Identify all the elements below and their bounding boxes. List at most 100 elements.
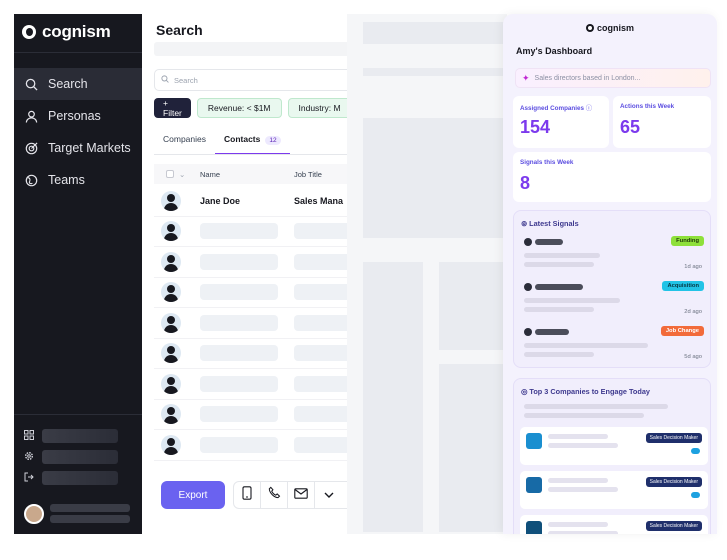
person-avatar-icon bbox=[161, 312, 181, 333]
table-row[interactable] bbox=[154, 430, 347, 461]
filter-chip-revenue[interactable]: Revenue: < $1M bbox=[196, 98, 282, 118]
sidebar-apps-row[interactable] bbox=[24, 427, 118, 445]
placeholder-bar bbox=[535, 284, 583, 290]
mail-icon bbox=[294, 486, 308, 504]
tab-contacts[interactable]: Contacts 12 bbox=[215, 132, 290, 155]
company-item[interactable]: Sales Decision Maker bbox=[520, 427, 708, 465]
placeholder-cell bbox=[294, 253, 347, 270]
placeholder-block bbox=[439, 262, 507, 350]
sidebar-item-label: Search bbox=[48, 77, 88, 91]
placeholder-bar bbox=[548, 531, 618, 534]
table-row[interactable] bbox=[154, 339, 347, 369]
dashboard-brand-name: cognism bbox=[596, 23, 634, 33]
top-companies-card: ◎ Top 3 Companies to Engage Today Sales … bbox=[513, 378, 711, 534]
company-dot-icon bbox=[524, 283, 532, 291]
persona-tag: Sales Decision Maker bbox=[645, 521, 702, 531]
mobile-action-button[interactable] bbox=[234, 481, 261, 509]
chevron-down-icon bbox=[324, 486, 334, 504]
sparkle-icon: ✦ bbox=[522, 72, 530, 83]
person-avatar-icon bbox=[161, 434, 181, 455]
placeholder-cell bbox=[294, 436, 347, 453]
signal-item[interactable]: Job Change 5d ago bbox=[520, 323, 708, 365]
placeholder-bar bbox=[524, 307, 594, 312]
column-header-job-title[interactable]: Job Title bbox=[294, 169, 322, 179]
column-header-name[interactable]: Name bbox=[200, 169, 221, 179]
salesforce-icon bbox=[691, 448, 700, 454]
export-button[interactable]: Export bbox=[161, 481, 225, 509]
salesforce-icon bbox=[691, 492, 700, 498]
signal-item[interactable]: Funding 1d ago bbox=[520, 233, 708, 275]
tab-label: Companies bbox=[163, 134, 206, 144]
placeholder-bar bbox=[524, 343, 648, 348]
search-icon bbox=[161, 75, 169, 85]
table-row[interactable] bbox=[154, 247, 347, 278]
add-filter-button[interactable]: + Filter bbox=[154, 98, 191, 118]
table-row[interactable]: Jane Doe Sales Mana bbox=[154, 186, 347, 217]
company-logo-icon bbox=[526, 477, 542, 493]
tab-companies[interactable]: Companies bbox=[154, 132, 215, 155]
placeholder-bar bbox=[535, 329, 569, 335]
table-row[interactable] bbox=[154, 217, 347, 247]
placeholder-cell bbox=[200, 345, 278, 362]
placeholder-bar bbox=[548, 434, 608, 439]
sidebar-item-personas[interactable]: Personas bbox=[14, 100, 142, 132]
placeholder-block bbox=[363, 68, 507, 76]
search-input[interactable]: Search bbox=[154, 69, 347, 91]
placeholder-bar bbox=[535, 239, 563, 245]
dashboard-panel: cognism Amy's Dashboard ✦ Sales director… bbox=[503, 14, 717, 534]
contacts-table: Jane Doe Sales Mana bbox=[154, 186, 347, 461]
table-row[interactable] bbox=[154, 369, 347, 400]
stat-card-assigned-companies[interactable]: Assigned Companies ⓘ 154 bbox=[513, 96, 609, 148]
sidebar-item-target-markets[interactable]: Target Markets bbox=[14, 132, 142, 164]
stat-card-signals[interactable]: Signals this Week 8 bbox=[513, 152, 711, 202]
placeholder-bar bbox=[154, 42, 347, 56]
company-logo-icon bbox=[526, 433, 542, 449]
stat-value: 65 bbox=[620, 117, 641, 137]
signal-badge: Funding bbox=[671, 236, 704, 246]
signal-item[interactable]: Acquisition 2d ago bbox=[520, 278, 708, 320]
sidebar: cognism Search Personas Target Markets bbox=[14, 14, 142, 534]
person-avatar-icon bbox=[161, 343, 181, 364]
placeholder-bar bbox=[524, 413, 644, 418]
placeholder-bar bbox=[548, 522, 608, 527]
filter-chip-industry[interactable]: Industry: M bbox=[287, 98, 347, 118]
page-title: Search bbox=[156, 22, 203, 38]
brand-logo[interactable]: cognism bbox=[22, 22, 111, 42]
contact-name[interactable]: Jane Doe bbox=[200, 195, 241, 206]
table-row[interactable] bbox=[154, 308, 347, 339]
placeholder-block bbox=[363, 22, 507, 44]
stat-card-actions[interactable]: Actions this Week 65 bbox=[613, 96, 711, 148]
target-icon bbox=[24, 141, 38, 155]
person-avatar-icon bbox=[161, 404, 181, 425]
search-icon bbox=[24, 77, 38, 91]
placeholder-cell bbox=[200, 314, 278, 331]
email-action-button[interactable] bbox=[288, 481, 315, 509]
table-row[interactable] bbox=[154, 278, 347, 308]
divider bbox=[14, 52, 142, 53]
checkbox bbox=[166, 170, 174, 178]
sidebar-settings-row[interactable] bbox=[24, 448, 118, 466]
select-all-checkbox[interactable]: ⌄ bbox=[154, 170, 200, 179]
company-item[interactable]: Sales Decision Maker bbox=[520, 471, 708, 509]
sidebar-item-label: Target Markets bbox=[48, 141, 131, 155]
globe-icon bbox=[24, 173, 38, 187]
signal-badge: Job Change bbox=[660, 326, 704, 336]
sidebar-item-teams[interactable]: Teams bbox=[14, 164, 142, 196]
user-profile[interactable] bbox=[24, 501, 130, 526]
sidebar-logout-row[interactable] bbox=[24, 469, 118, 487]
table-row[interactable] bbox=[154, 400, 347, 430]
ai-prompt-input[interactable]: ✦ Sales directors based in London... bbox=[515, 68, 711, 88]
more-actions-button[interactable] bbox=[315, 481, 342, 509]
call-action-button[interactable] bbox=[261, 481, 288, 509]
sidebar-item-search[interactable]: Search bbox=[14, 68, 142, 100]
signal-badge: Acquisition bbox=[662, 281, 704, 291]
placeholder-cell bbox=[294, 314, 347, 331]
tab-label: Contacts bbox=[224, 134, 261, 144]
placeholder-bar bbox=[42, 450, 118, 464]
company-item[interactable]: Sales Decision Maker bbox=[520, 515, 708, 534]
prompt-placeholder: Sales directors based in London... bbox=[534, 74, 641, 82]
section-title: ◎ Top 3 Companies to Engage Today bbox=[521, 387, 650, 396]
company-dot-icon bbox=[524, 238, 532, 246]
persona-tag: Sales Decision Maker bbox=[645, 433, 702, 443]
